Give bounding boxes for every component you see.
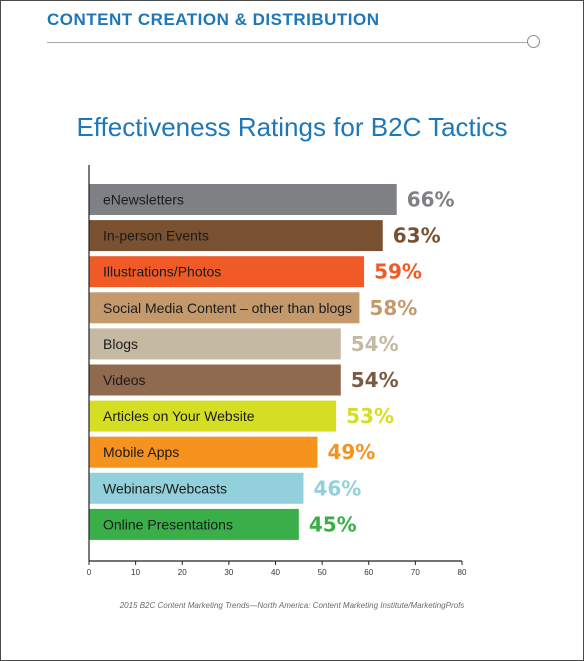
x-axis-tick-label: 80 [458,568,467,577]
bar-value-label: 59% [374,260,422,284]
bar-category-label: In-person Events [103,228,209,244]
source-citation: 2015 B2C Content Marketing Trends—North … [119,601,465,610]
bar-value-label: 45% [309,512,357,536]
bar-value-label: 53% [346,404,394,428]
bar-value-label: 54% [351,368,399,392]
bar-category-label: Online Presentations [103,516,233,532]
section-header: CONTENT CREATION & DISTRIBUTION [47,10,380,29]
bar-category-label: Social Media Content – other than blogs [103,300,352,316]
bar [89,256,365,288]
bar-category-label: Illustrations/Photos [103,264,221,280]
x-axis-tick-label: 0 [87,568,92,577]
header-rule [47,42,529,43]
bar [89,328,341,360]
x-axis-tick-label: 20 [178,568,187,577]
bar-value-label: 46% [313,476,361,500]
bar-value-label: 49% [327,440,375,464]
bar-value-label: 54% [351,332,399,356]
bar-category-label: Webinars/Webcasts [103,480,227,496]
bar-category-label: Mobile Apps [103,444,179,460]
bar [89,400,337,432]
bar-value-label: 66% [407,188,455,212]
bar [89,436,318,468]
chart-title: Effectiveness Ratings for B2C Tactics [76,112,508,142]
bar-value-label: 58% [369,296,417,320]
bar-category-label: Blogs [103,336,138,352]
bar [89,184,397,215]
bar-value-label: 63% [393,224,441,248]
bar [89,292,360,324]
x-axis-tick-label: 10 [131,568,140,577]
x-axis-tick-label: 50 [318,568,327,577]
bar-category-label: eNewsletters [103,192,184,208]
bar [89,472,304,504]
x-axis-tick-label: 40 [271,568,280,577]
bar-category-label: Videos [103,372,146,388]
header-rule-end-circle [527,35,540,48]
bar [89,220,383,252]
bar-category-label: Articles on Your Website [103,408,255,424]
bar [89,508,299,540]
x-axis-tick-label: 60 [364,568,373,577]
x-axis-tick-label: 70 [411,568,420,577]
bar [89,364,341,396]
bars-layer: eNewsletters 66% In-person Events 63% Illust… [89,184,455,540]
axes-layer: 0 10 20 30 40 50 60 70 80 [87,165,467,577]
x-axis-tick-label: 30 [224,568,233,577]
